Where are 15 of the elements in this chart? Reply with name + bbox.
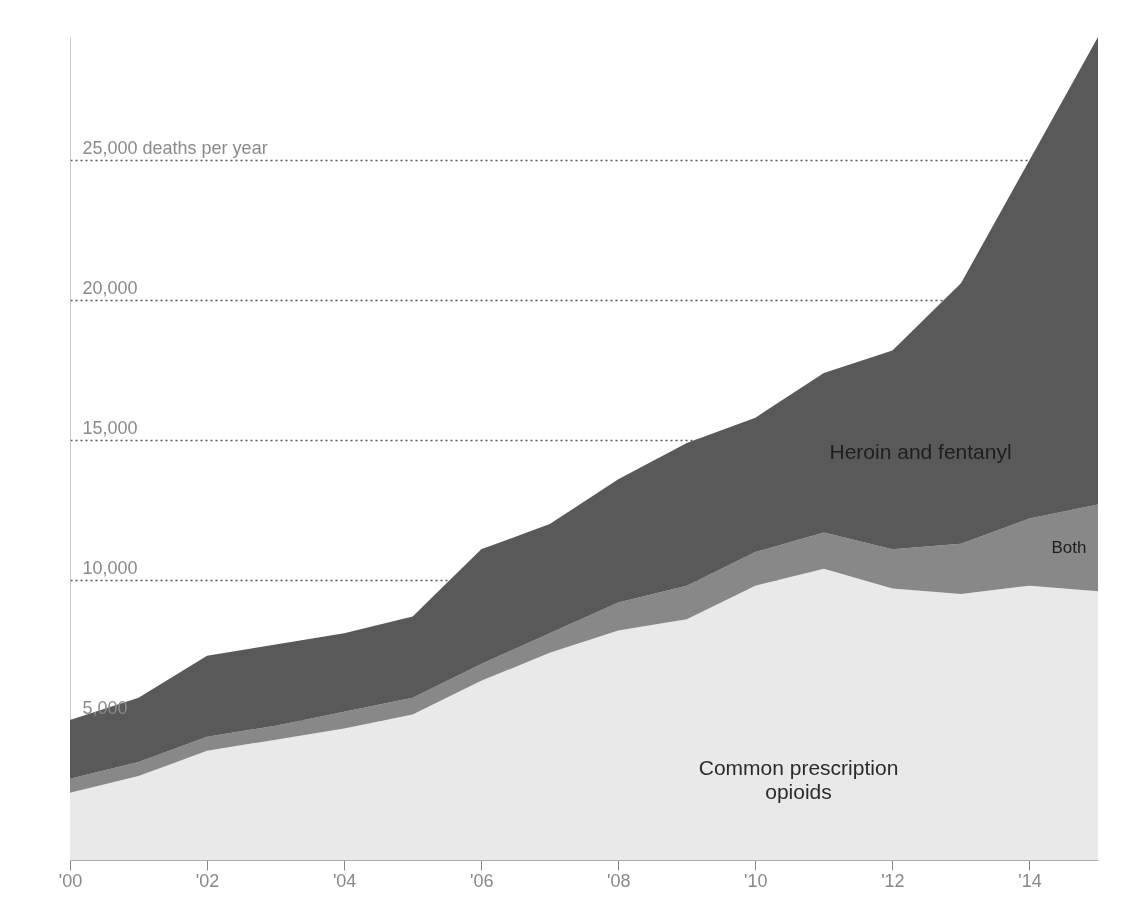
y-tick-label: 10,000 [82, 557, 138, 578]
y-tick-label: 25,000 deaths per year [82, 137, 268, 158]
x-tick-label: '02 [195, 870, 220, 891]
x-tick-label: '14 [1018, 870, 1042, 891]
series-label: Both [1051, 537, 1087, 557]
series-label: Common prescription opioids [698, 755, 899, 803]
x-tick-label: '10 [744, 870, 768, 891]
x-tick-label: '06 [469, 870, 494, 891]
x-tick-label: '12 [881, 870, 905, 891]
y-tick-label: 20,000 [82, 277, 138, 298]
x-tick-label: '00 [58, 870, 83, 891]
x-tick-label: '04 [332, 870, 357, 891]
y-tick-label: 15,000 [82, 417, 138, 438]
series-label: Heroin and fentanyl [829, 439, 1012, 463]
x-tick-label: '08 [607, 870, 631, 891]
